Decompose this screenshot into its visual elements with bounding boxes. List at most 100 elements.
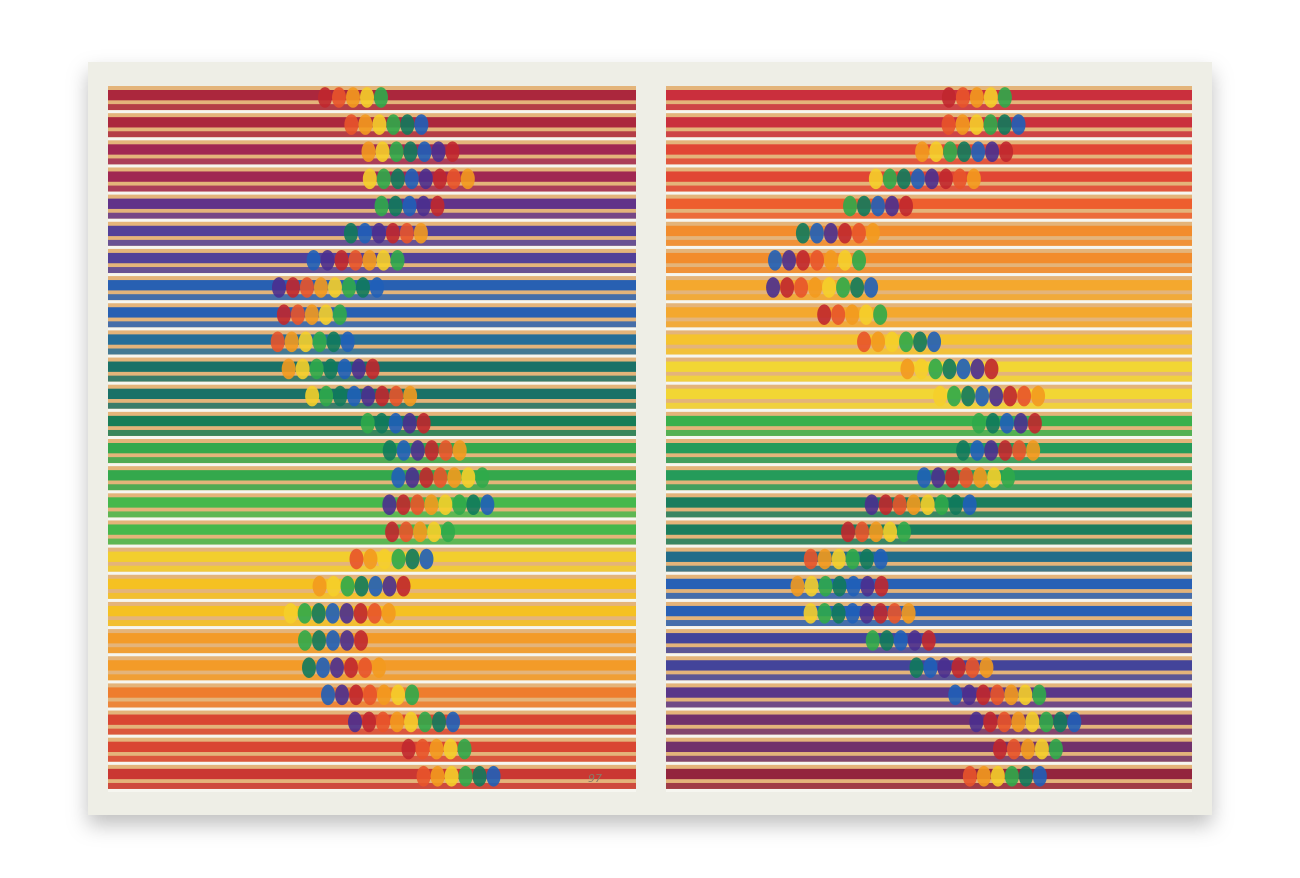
paint-stripe bbox=[108, 131, 636, 138]
paint-stripe bbox=[108, 620, 636, 627]
paint-dab bbox=[804, 575, 819, 597]
paint-dab bbox=[346, 87, 360, 108]
paint-dab bbox=[1039, 711, 1054, 733]
paint-dab bbox=[388, 195, 403, 217]
paint-stripe bbox=[666, 429, 1192, 436]
paint-dab bbox=[329, 657, 344, 678]
right-stripes bbox=[666, 87, 1192, 792]
paint-dab bbox=[444, 765, 459, 787]
paint-dab bbox=[1012, 440, 1027, 461]
paint-dab bbox=[419, 467, 434, 488]
paint-dab bbox=[906, 494, 921, 516]
paint-stripe bbox=[666, 402, 1192, 409]
paint-stripe bbox=[108, 511, 636, 518]
paint-dab bbox=[376, 250, 391, 271]
paint-dab bbox=[973, 467, 988, 488]
white-line bbox=[666, 381, 1192, 385]
paint-dab bbox=[341, 277, 356, 298]
white-line bbox=[666, 571, 1192, 575]
paint-dab bbox=[951, 657, 966, 678]
paint-dab bbox=[385, 222, 400, 244]
paint-stripe bbox=[666, 578, 1192, 590]
paint-dab bbox=[878, 494, 893, 516]
paint-dab bbox=[1026, 440, 1041, 461]
paint-dab bbox=[376, 168, 391, 190]
paint-dab bbox=[355, 277, 370, 298]
paint-stripe bbox=[108, 674, 636, 681]
paint-dab bbox=[945, 467, 960, 488]
white-line bbox=[108, 680, 636, 684]
paint-dab bbox=[1031, 385, 1046, 407]
paint-dab bbox=[975, 385, 990, 407]
paint-dab bbox=[882, 168, 897, 190]
paint-dab bbox=[808, 277, 823, 298]
paint-dab bbox=[424, 440, 439, 461]
paint-dab bbox=[332, 304, 347, 325]
paint-dab bbox=[966, 168, 981, 190]
paint-stripe bbox=[666, 755, 1192, 762]
paint-dab bbox=[823, 222, 838, 244]
paint-dab bbox=[358, 114, 373, 135]
white-line bbox=[666, 734, 1192, 738]
paint-dab bbox=[831, 304, 846, 325]
paint-stripe bbox=[666, 714, 1192, 725]
paint-dab bbox=[318, 304, 333, 325]
paint-dab bbox=[424, 494, 439, 516]
paint-dab bbox=[377, 548, 392, 570]
paint-dab bbox=[929, 141, 944, 163]
paint-stripe bbox=[666, 484, 1192, 491]
paint-dab bbox=[403, 141, 418, 163]
paint-dab bbox=[999, 412, 1014, 434]
paint-dab bbox=[327, 277, 342, 298]
paint-stripe bbox=[666, 144, 1192, 155]
paint-dab bbox=[871, 195, 886, 217]
white-line bbox=[666, 327, 1192, 331]
paint-dab bbox=[361, 385, 376, 407]
paint-dab bbox=[368, 575, 383, 597]
paint-dab bbox=[846, 575, 861, 597]
paint-dab bbox=[297, 603, 312, 624]
paint-dab bbox=[790, 575, 805, 597]
paint-dab bbox=[1011, 711, 1026, 733]
paint-stripe bbox=[108, 647, 636, 654]
paint-dab bbox=[367, 603, 382, 624]
paint-dab bbox=[347, 385, 362, 407]
paint-dab bbox=[983, 87, 998, 108]
paint-stripe bbox=[666, 741, 1192, 753]
paint-dab bbox=[311, 603, 326, 624]
paint-stripe bbox=[108, 225, 636, 237]
paint-dab bbox=[857, 195, 872, 217]
paint-dab bbox=[868, 168, 883, 190]
paint-dab bbox=[914, 358, 929, 380]
paint-dab bbox=[1004, 765, 1019, 787]
paint-dab bbox=[831, 603, 846, 624]
paint-dab bbox=[270, 331, 285, 353]
paint-dab bbox=[390, 711, 405, 733]
paint-dab bbox=[315, 657, 330, 678]
paint-dab bbox=[431, 141, 446, 163]
paint-dab bbox=[312, 331, 327, 353]
white-line bbox=[108, 354, 636, 358]
paint-dab bbox=[869, 521, 884, 543]
paint-dab bbox=[404, 168, 419, 190]
paint-dab bbox=[962, 765, 977, 787]
paint-dab bbox=[927, 331, 942, 353]
paint-dab bbox=[486, 765, 501, 787]
white-line bbox=[666, 245, 1192, 249]
paint-stripe bbox=[108, 443, 636, 454]
left-stripes bbox=[108, 87, 636, 792]
white-line bbox=[108, 544, 636, 548]
paint-stripe bbox=[108, 429, 636, 436]
white-line bbox=[108, 408, 636, 412]
white-line bbox=[108, 137, 636, 141]
paint-dab bbox=[351, 358, 366, 380]
paint-dab bbox=[845, 603, 860, 624]
paint-dab bbox=[900, 358, 915, 380]
paint-dab bbox=[475, 467, 490, 488]
paint-dab bbox=[298, 630, 313, 651]
paint-dab bbox=[962, 684, 977, 706]
paint-dab bbox=[348, 711, 363, 733]
paint-dab bbox=[372, 114, 387, 135]
paint-dab bbox=[363, 548, 378, 570]
paint-dab bbox=[928, 358, 943, 380]
